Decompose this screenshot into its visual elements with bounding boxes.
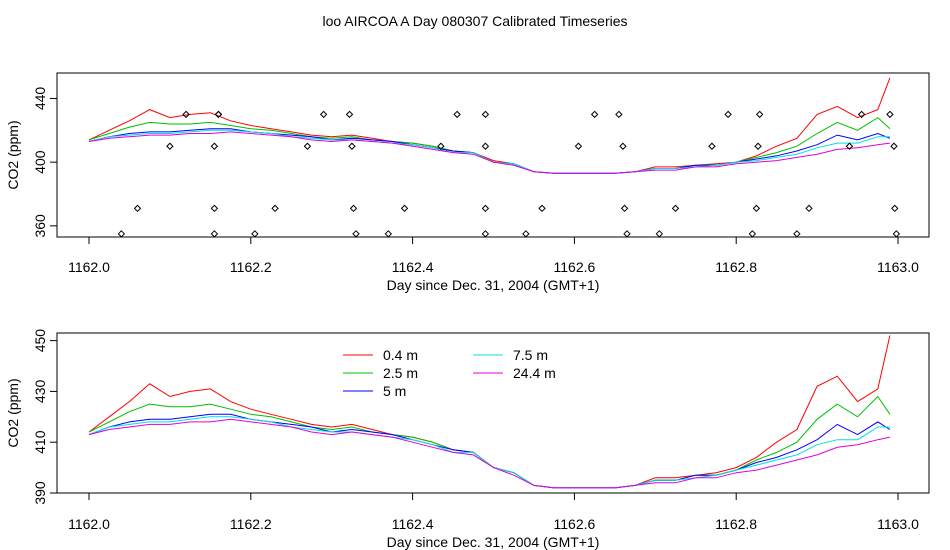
bottom-y-tick-label: 430	[32, 380, 48, 404]
top-x-tick-label: 1162.2	[230, 259, 272, 275]
diamond-marker	[400, 204, 409, 213]
diamond-marker	[251, 230, 259, 238]
diamond-marker	[210, 204, 219, 213]
diamond-marker	[210, 230, 219, 238]
legend-label: 24.4 m	[513, 365, 556, 381]
bottom-series-line-5-m	[88, 413, 891, 489]
diamond-marker	[117, 230, 126, 238]
diamond-marker	[352, 230, 360, 238]
top-series-line-7-5-m	[88, 129, 890, 174]
top-panel: CO2 (ppm) Day since Dec. 31, 2004 (GMT+1…	[5, 72, 930, 293]
diamond-marker	[857, 110, 866, 119]
top-x-tick-label: 1162.4	[392, 259, 434, 275]
top-y-axis-label: CO2 (ppm)	[5, 120, 21, 189]
diamond-marker	[671, 204, 680, 213]
top-x-tick-label: 1162.0	[68, 259, 110, 275]
diamond-marker	[886, 110, 894, 119]
bottom-x-axis: 1162.0 1162.2 1162.4 1162.6 1162.8 1163.0	[68, 493, 919, 532]
bottom-y-axis: 390 410 430 450	[32, 329, 57, 505]
diamond-marker	[891, 204, 899, 213]
top-x-axis-label: Day since Dec. 31, 2004 (GMT+1)	[387, 277, 600, 293]
diamond-marker	[590, 110, 599, 119]
top-y-axis: 360 400 440	[32, 87, 57, 238]
top-diamond-markers	[117, 110, 901, 238]
diamond-marker	[793, 230, 801, 238]
bottom-panel: CO2 (ppm) Day since Dec. 31, 2004 (GMT+1…	[5, 329, 930, 550]
diamond-marker	[538, 204, 546, 213]
figure-title: loo AIRCOA A Day 080307 Calibrated Times…	[322, 13, 627, 29]
bottom-series-lines	[88, 335, 891, 489]
diamond-marker	[319, 110, 328, 119]
diamond-marker	[481, 230, 490, 238]
top-y-tick-label: 360	[32, 214, 48, 238]
legend-label: 0.4 m	[383, 347, 418, 363]
diamond-marker	[481, 110, 490, 119]
diamond-marker	[724, 110, 732, 119]
diamond-marker	[522, 230, 530, 238]
diamond-marker	[214, 110, 223, 119]
top-series-line-2-5-m	[88, 116, 891, 174]
diamond-marker	[805, 204, 813, 213]
diamond-marker	[708, 142, 716, 150]
diamond-marker	[845, 142, 854, 150]
diamond-marker	[182, 110, 190, 119]
bottom-series-line-7-5-m	[88, 416, 890, 489]
diamond-marker	[133, 204, 142, 213]
top-series-lines	[88, 77, 891, 174]
top-x-tick-label: 1162.8	[715, 259, 757, 275]
bottom-y-axis-label: CO2 (ppm)	[5, 378, 21, 447]
bottom-series-line-24-4-m	[88, 418, 891, 489]
diamond-marker	[271, 204, 279, 213]
bottom-x-tick-label: 1162.8	[715, 516, 757, 532]
diamond-marker	[623, 230, 631, 238]
diamond-marker	[892, 230, 901, 238]
diamond-marker	[349, 204, 358, 213]
bottom-x-axis-label: Day since Dec. 31, 2004 (GMT+1)	[387, 534, 600, 550]
diamond-marker	[453, 110, 461, 119]
diamond-marker	[619, 142, 627, 150]
bottom-x-tick-label: 1162.6	[554, 516, 596, 532]
bottom-y-tick-label: 450	[32, 329, 48, 353]
bottom-x-tick-label: 1162.2	[230, 516, 272, 532]
diamond-marker	[210, 142, 219, 150]
top-x-axis: 1162.0 1162.2 1162.4 1162.6 1162.8 1163.0	[68, 237, 919, 275]
diamond-marker	[755, 110, 764, 119]
diamond-marker	[620, 204, 629, 213]
diamond-marker	[574, 142, 583, 150]
diamond-marker	[481, 142, 490, 150]
diamond-marker	[437, 142, 445, 150]
legend-label: 2.5 m	[383, 365, 418, 381]
bottom-x-tick-label: 1163.0	[877, 516, 919, 532]
top-series-line-0-4-m	[88, 77, 891, 174]
top-series-line-5-m	[88, 128, 891, 174]
diamond-marker	[384, 230, 393, 238]
top-series-line-24-4-m	[88, 131, 890, 174]
diamond-marker	[754, 142, 762, 150]
top-y-tick-label: 440	[32, 87, 48, 111]
bottom-y-tick-label: 390	[32, 481, 48, 505]
bottom-y-tick-label: 410	[32, 430, 48, 454]
bottom-x-tick-label: 1162.0	[68, 516, 110, 532]
top-x-tick-label: 1162.6	[554, 259, 596, 275]
bottom-x-tick-label: 1162.4	[392, 516, 434, 532]
legend: 0.4 m 2.5 m 5 m 7.5 m 24.4 m	[343, 347, 556, 399]
top-x-tick-label: 1163.0	[877, 259, 919, 275]
diamond-marker	[890, 142, 898, 150]
top-plot-frame	[56, 72, 930, 238]
diamond-marker	[303, 142, 312, 150]
diamond-marker	[615, 110, 623, 119]
diamond-marker	[752, 204, 761, 213]
diamond-marker	[345, 110, 354, 119]
legend-label: 7.5 m	[513, 347, 548, 363]
diamond-marker	[655, 230, 664, 238]
diamond-marker	[748, 230, 757, 238]
diamond-marker	[481, 204, 490, 213]
bottom-series-line-2-5-m	[88, 395, 891, 489]
diamond-marker	[348, 142, 356, 150]
legend-label: 5 m	[383, 383, 406, 399]
diamond-marker	[166, 142, 174, 150]
top-y-tick-label: 400	[32, 150, 48, 174]
bottom-plot-frame	[56, 332, 930, 494]
